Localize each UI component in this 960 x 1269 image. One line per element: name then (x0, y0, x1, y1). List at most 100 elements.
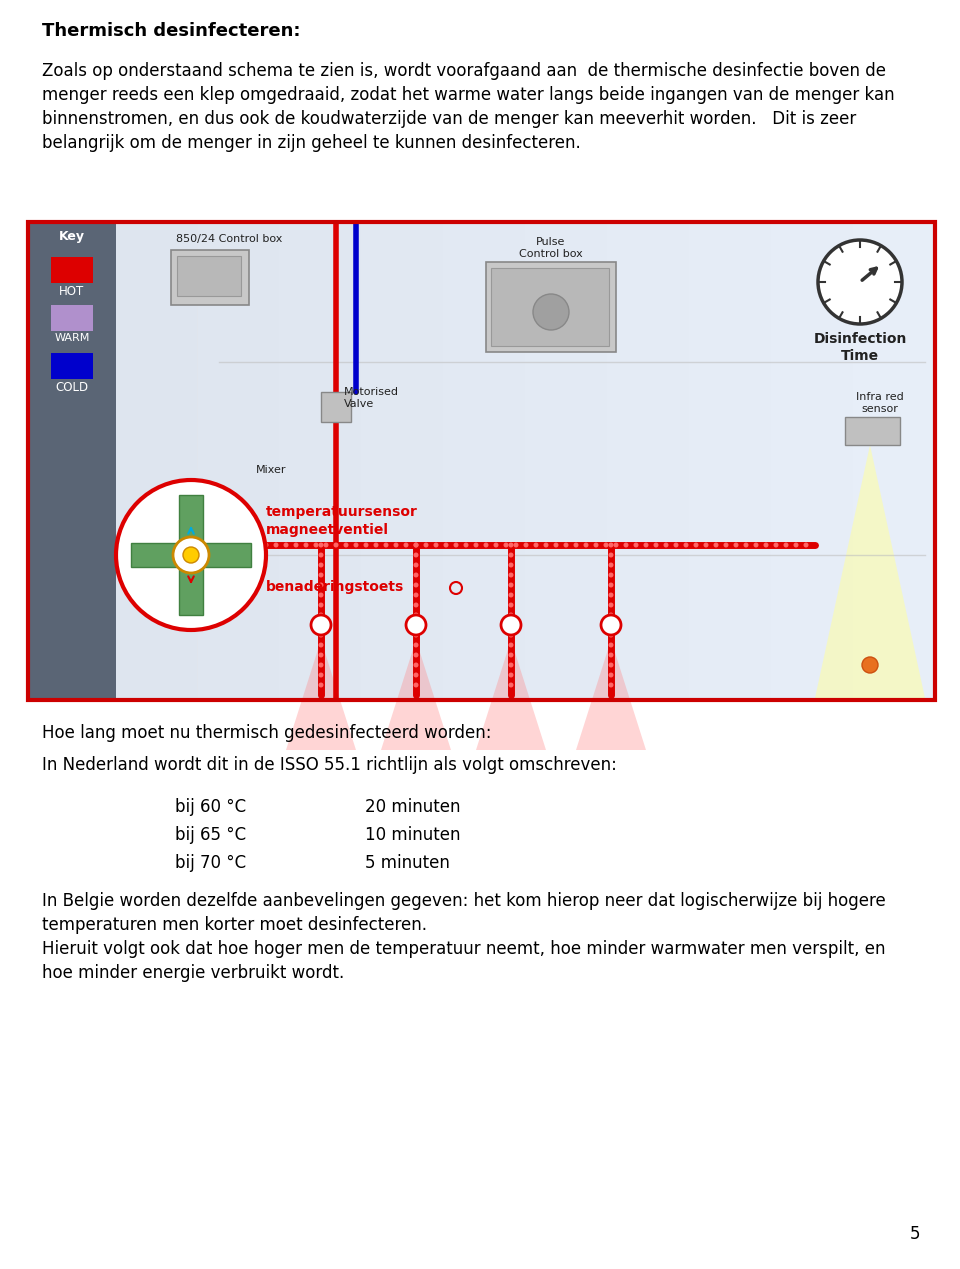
Bar (51, 258, 93, 283)
Text: 5: 5 (909, 1225, 920, 1244)
Text: 20 minuten: 20 minuten (365, 798, 461, 816)
Circle shape (319, 673, 324, 678)
Circle shape (294, 543, 299, 547)
Circle shape (319, 662, 324, 667)
Circle shape (713, 543, 718, 547)
Bar (525, 225, 607, 698)
Text: Mixer: Mixer (256, 464, 286, 475)
Circle shape (283, 543, 289, 547)
Circle shape (414, 552, 419, 557)
Circle shape (274, 543, 278, 547)
Circle shape (353, 543, 358, 547)
Circle shape (754, 543, 758, 547)
Circle shape (609, 652, 613, 657)
Circle shape (609, 613, 613, 618)
Circle shape (601, 615, 621, 634)
Circle shape (394, 543, 398, 547)
Circle shape (319, 552, 324, 557)
Circle shape (509, 662, 514, 667)
Text: COLD: COLD (56, 381, 88, 393)
Bar (197, 225, 279, 698)
Bar (853, 225, 935, 698)
Text: hoe minder energie verbruikt wordt.: hoe minder energie verbruikt wordt. (42, 964, 345, 982)
Circle shape (501, 615, 521, 634)
Circle shape (319, 572, 324, 577)
Circle shape (509, 603, 514, 608)
Circle shape (319, 613, 324, 618)
Circle shape (406, 615, 426, 634)
Circle shape (774, 543, 779, 547)
Text: Thermisch desinfecteren:: Thermisch desinfecteren: (42, 22, 300, 41)
Circle shape (523, 543, 529, 547)
Circle shape (414, 603, 419, 608)
Circle shape (333, 543, 339, 547)
Circle shape (509, 562, 514, 567)
Text: Motorised
Valve: Motorised Valve (344, 387, 399, 410)
Circle shape (509, 652, 514, 657)
Bar (491, 268, 609, 346)
Circle shape (533, 294, 569, 330)
Bar (321, 392, 351, 423)
Bar (279, 225, 361, 698)
Text: 850/24 Control box: 850/24 Control box (176, 233, 282, 244)
Text: Key: Key (59, 230, 85, 242)
Circle shape (862, 657, 878, 673)
Circle shape (324, 543, 328, 547)
Circle shape (403, 543, 409, 547)
Circle shape (311, 615, 331, 634)
Circle shape (414, 543, 419, 547)
Circle shape (724, 543, 729, 547)
Bar (28, 222, 935, 700)
Circle shape (634, 543, 638, 547)
Text: In Belgie worden dezelfde aanbevelingen gegeven: het kom hierop neer dat logisch: In Belgie worden dezelfde aanbevelingen … (42, 892, 886, 910)
Circle shape (509, 673, 514, 678)
Circle shape (319, 543, 324, 547)
Circle shape (319, 562, 324, 567)
Circle shape (319, 623, 324, 627)
Circle shape (733, 543, 738, 547)
Circle shape (373, 543, 378, 547)
Circle shape (319, 582, 324, 588)
Text: Hieruit volgt ook dat hoe hoger men de temperatuur neemt, hoe minder warmwater m: Hieruit volgt ook dat hoe hoger men de t… (42, 940, 885, 958)
Polygon shape (815, 445, 925, 698)
Circle shape (319, 603, 324, 608)
Circle shape (609, 642, 613, 647)
Circle shape (414, 652, 419, 657)
Text: WARM: WARM (55, 332, 89, 343)
Circle shape (794, 543, 799, 547)
Circle shape (509, 623, 514, 627)
Circle shape (183, 547, 199, 563)
Bar (30, 225, 116, 698)
Bar (443, 225, 525, 698)
Circle shape (423, 543, 428, 547)
Circle shape (623, 543, 629, 547)
Circle shape (464, 543, 468, 547)
Circle shape (704, 543, 708, 547)
Circle shape (444, 543, 448, 547)
Bar (171, 250, 249, 305)
Circle shape (414, 572, 419, 577)
Text: belangrijk om de menger in zijn geheel te kunnen desinfecteren.: belangrijk om de menger in zijn geheel t… (42, 135, 581, 152)
Circle shape (609, 673, 613, 678)
Circle shape (609, 543, 613, 547)
Text: benaderingstoets: benaderingstoets (266, 580, 404, 594)
Circle shape (609, 593, 613, 598)
Circle shape (414, 683, 419, 688)
Text: menger reeds een klep omgedraaid, zodat het warme water langs beide ingangen van: menger reeds een klep omgedraaid, zodat … (42, 86, 895, 104)
Circle shape (654, 543, 659, 547)
Circle shape (434, 543, 439, 547)
Circle shape (303, 543, 308, 547)
Circle shape (453, 543, 459, 547)
Circle shape (509, 632, 514, 637)
Bar (177, 256, 241, 296)
Circle shape (693, 543, 699, 547)
Bar (845, 418, 900, 445)
Circle shape (573, 543, 579, 547)
Text: bij 65 °C: bij 65 °C (175, 826, 246, 844)
Circle shape (503, 543, 509, 547)
Circle shape (116, 480, 266, 629)
Circle shape (763, 543, 769, 547)
Circle shape (414, 543, 419, 547)
Circle shape (319, 593, 324, 598)
Text: HOT: HOT (60, 286, 84, 298)
